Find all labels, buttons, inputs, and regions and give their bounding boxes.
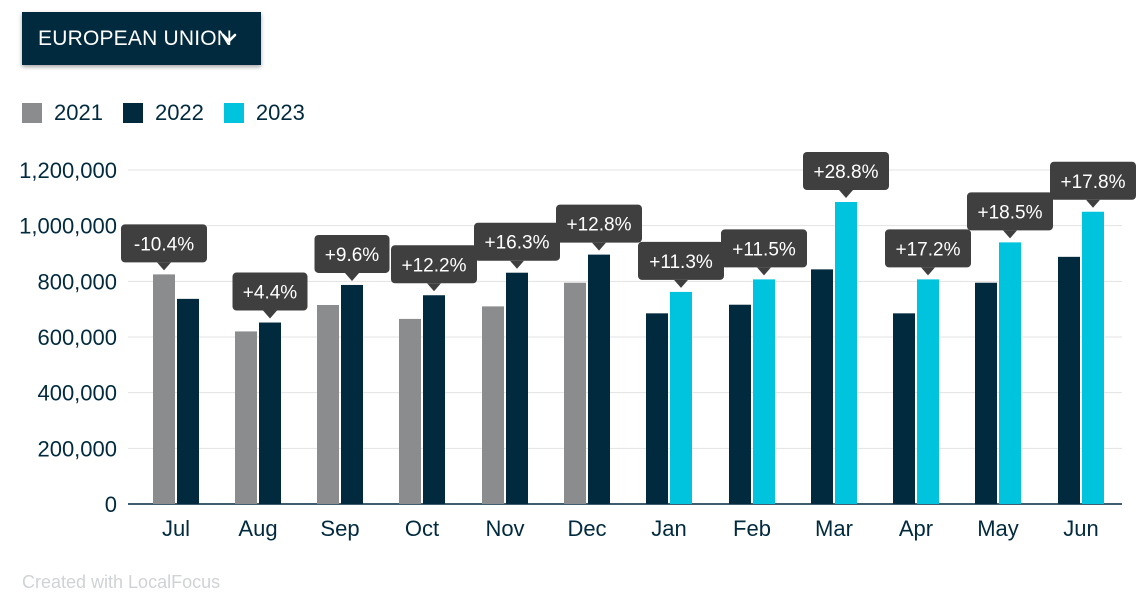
change-label: +28.8% — [814, 162, 879, 183]
bar-2021-nov — [482, 306, 504, 504]
x-tick-label: Jan — [651, 516, 686, 541]
callout-pointer — [427, 283, 441, 292]
callout-pointer — [592, 242, 606, 251]
callout-pointer — [1003, 230, 1017, 239]
change-callout — [391, 245, 477, 284]
change-callout — [121, 224, 207, 263]
callout-pointer — [757, 267, 771, 276]
change-label: +17.8% — [1061, 172, 1126, 193]
legend-label-2021: 2021 — [54, 100, 103, 125]
legend-item-2023[interactable]: 2023 — [223, 100, 305, 126]
bar-2022-nov — [506, 272, 528, 504]
bar-2022-jul — [177, 298, 199, 504]
change-callout — [638, 241, 724, 280]
y-tick-label: 400,000 — [37, 381, 117, 406]
x-tick-label: Oct — [405, 516, 439, 541]
callout-pointer — [345, 272, 359, 281]
x-tick-label: Jun — [1063, 516, 1098, 541]
bar-2022-apr — [893, 313, 915, 504]
bar-2022-aug — [259, 322, 281, 504]
callout-pointer — [263, 310, 277, 319]
bar-2021-jul — [153, 274, 175, 504]
change-label: +18.5% — [978, 202, 1043, 223]
x-tick-label: Mar — [815, 516, 853, 541]
y-tick-label: 800,000 — [37, 269, 117, 294]
region-dropdown[interactable]: EUROPEAN UNION — [22, 12, 261, 65]
change-label: +11.5% — [732, 239, 796, 260]
region-dropdown-label: EUROPEAN UNION — [38, 26, 233, 50]
callout-pointer — [510, 260, 524, 269]
x-tick-label: Jul — [162, 516, 190, 541]
bar-2021-sep — [317, 304, 339, 504]
y-tick-label: 600,000 — [37, 325, 117, 350]
x-tick-label: Feb — [733, 516, 771, 541]
bar-2022-feb — [729, 304, 751, 504]
callout-pointer — [157, 262, 171, 271]
bar-2023-apr — [917, 279, 939, 504]
callout-pointer — [674, 279, 688, 288]
change-label: +17.2% — [896, 239, 961, 260]
bar-2022-jan — [646, 313, 668, 504]
bar-2021-oct — [399, 318, 421, 504]
change-label: +4.4% — [243, 283, 298, 304]
credit-text: Created with LocalFocus — [22, 572, 221, 592]
x-tick-label: Apr — [899, 516, 933, 541]
x-tick-label: Aug — [238, 516, 277, 541]
change-label: +16.3% — [485, 233, 550, 254]
change-callout — [967, 192, 1053, 231]
change-label: +9.6% — [325, 245, 380, 266]
callout-pointer — [839, 190, 853, 199]
legend-label-2023: 2023 — [255, 100, 305, 125]
bar-2023-feb — [753, 279, 775, 504]
change-label: +11.3% — [649, 252, 713, 273]
bar-2023-jun — [1082, 211, 1104, 504]
x-tick-label: May — [977, 516, 1019, 541]
x-tick-label: Nov — [485, 516, 524, 541]
callout-pointer — [921, 267, 935, 276]
change-callout — [885, 229, 971, 268]
bar-2023-mar — [835, 202, 857, 504]
bar-2022-may — [975, 282, 997, 504]
bar-2022-dec — [588, 254, 610, 504]
change-callout — [1050, 161, 1136, 200]
legend-swatch-2022 — [122, 103, 143, 123]
bar-2022-mar — [811, 269, 833, 504]
y-tick-label: 200,000 — [37, 436, 117, 461]
bar-2023-may — [999, 242, 1021, 504]
change-label: +12.8% — [567, 215, 632, 236]
legend-swatch-2023 — [223, 103, 244, 123]
x-tick-label: Sep — [320, 516, 359, 541]
bar-2022-sep — [341, 284, 363, 504]
y-tick-label: 1,200,000 — [19, 158, 117, 183]
y-tick-label: 1,000,000 — [19, 214, 117, 239]
chevron-down-icon — [221, 33, 237, 43]
change-label: -10.4% — [134, 234, 194, 255]
x-tick-label: Dec — [567, 516, 606, 541]
change-label: +12.2% — [402, 255, 467, 276]
chart-legend: 2021 2022 2023 — [22, 98, 325, 128]
bar-2022-jun — [1058, 256, 1080, 504]
change-callout — [803, 152, 889, 191]
legend-item-2022[interactable]: 2022 — [122, 100, 204, 126]
legend-swatch-2021 — [22, 103, 42, 123]
change-callout — [474, 222, 560, 261]
change-callout — [232, 272, 308, 311]
change-callout — [721, 229, 807, 268]
y-tick-label: 0 — [105, 492, 117, 517]
callout-pointer — [1086, 199, 1100, 208]
legend-item-2021[interactable]: 2021 — [22, 100, 103, 126]
legend-label-2022: 2022 — [154, 100, 204, 125]
bar-2021-aug — [235, 331, 257, 504]
change-callout — [314, 234, 390, 273]
change-callout — [556, 204, 642, 243]
bar-2023-jan — [670, 291, 692, 504]
bar-2021-dec — [564, 282, 586, 504]
bar-2022-oct — [423, 295, 445, 504]
